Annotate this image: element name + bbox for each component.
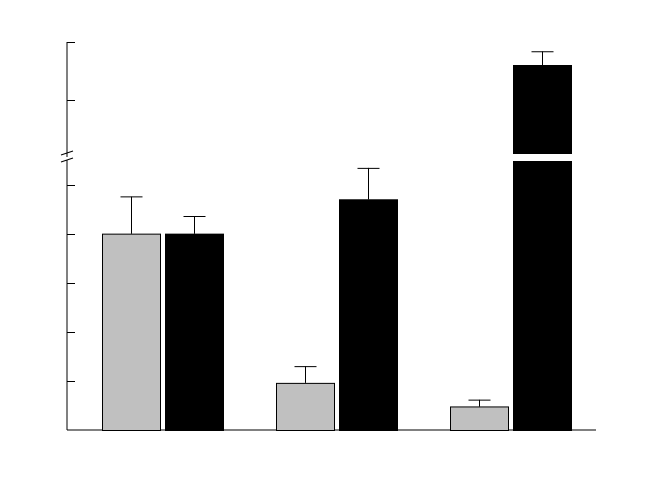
- axis-break-mark: [60, 150, 74, 156]
- bar: [276, 382, 335, 432]
- plot-area: [60, 42, 596, 432]
- bar: [102, 233, 161, 431]
- bar: [165, 233, 224, 431]
- bar: [513, 65, 572, 431]
- bar: [450, 406, 509, 432]
- bar-break-gap: [512, 154, 573, 161]
- bar: [339, 199, 398, 431]
- axis-break-mark: [60, 157, 74, 163]
